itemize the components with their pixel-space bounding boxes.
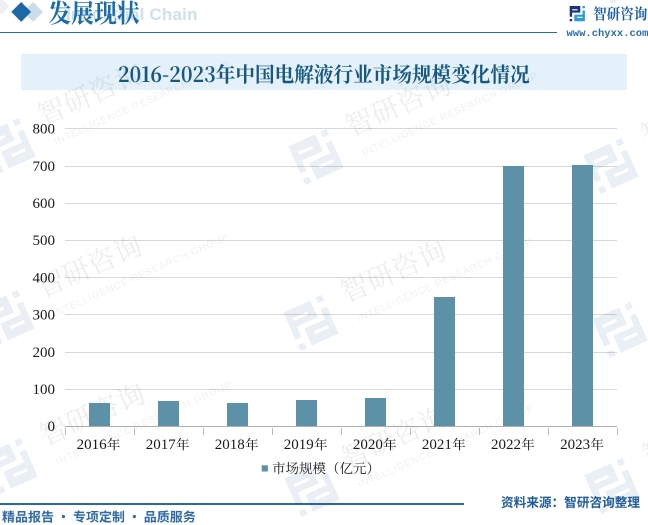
svg-text:2016: 2016 — [77, 437, 108, 453]
svg-text:700: 700 — [33, 159, 56, 175]
svg-text:2017: 2017 — [146, 437, 177, 453]
svg-text:100: 100 — [33, 382, 56, 398]
svg-text:2023: 2023 — [560, 437, 590, 453]
svg-text:600: 600 — [33, 196, 56, 212]
svg-text:2022: 2022 — [491, 437, 521, 453]
svg-text:400: 400 — [33, 270, 56, 286]
svg-text:200: 200 — [33, 345, 56, 361]
svg-text:2021: 2021 — [422, 437, 452, 453]
svg-text:500: 500 — [33, 233, 56, 249]
svg-text:0: 0 — [48, 419, 56, 435]
svg-text:2018: 2018 — [215, 437, 245, 453]
svg-text:800: 800 — [33, 122, 56, 138]
svg-text:300: 300 — [33, 308, 56, 324]
svg-text:2019: 2019 — [284, 437, 314, 453]
svg-text:2020: 2020 — [353, 437, 383, 453]
